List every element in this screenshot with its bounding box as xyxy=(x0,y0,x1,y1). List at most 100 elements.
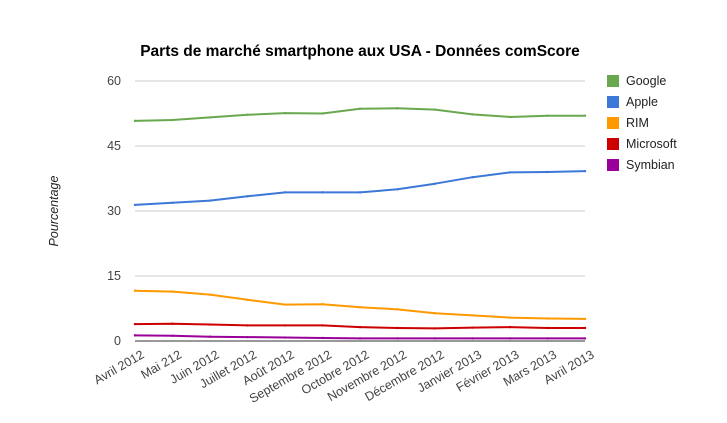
data-point xyxy=(208,199,212,202)
legend: Google Apple RIM Microsoft Symbian xyxy=(607,74,677,172)
data-point xyxy=(471,326,474,329)
data-point xyxy=(396,308,399,311)
data-point xyxy=(171,118,174,122)
gridlines xyxy=(135,80,585,277)
legend-swatch xyxy=(607,159,619,171)
legend-label: Google xyxy=(626,74,666,88)
data-point xyxy=(433,312,437,315)
data-point xyxy=(396,107,399,110)
data-point xyxy=(396,326,399,330)
data-point xyxy=(471,113,474,116)
data-point xyxy=(321,112,324,115)
data-point xyxy=(433,337,437,340)
data-point xyxy=(546,170,549,174)
data-point xyxy=(358,306,362,309)
legend-item-rim: RIM xyxy=(607,116,649,130)
data-point xyxy=(433,327,437,330)
data-point xyxy=(321,324,324,327)
series-apple xyxy=(133,169,587,207)
legend-label: Symbian xyxy=(626,158,675,172)
data-point xyxy=(546,337,549,340)
data-point xyxy=(171,201,174,204)
data-point xyxy=(321,302,324,306)
chart-title: Parts de marché smartphone aux USA - Don… xyxy=(140,43,580,60)
legend-swatch xyxy=(607,96,619,108)
data-point xyxy=(358,107,362,110)
data-point xyxy=(508,337,512,340)
series-line-apple xyxy=(134,170,586,206)
legend-swatch xyxy=(607,75,619,87)
data-point xyxy=(546,114,549,117)
data-point xyxy=(471,176,474,179)
data-point xyxy=(246,298,249,302)
data-point xyxy=(208,335,212,338)
data-point xyxy=(508,115,512,119)
data-point xyxy=(471,337,474,340)
y-tick-label: 30 xyxy=(107,204,121,218)
legend-item-google: Google xyxy=(607,74,666,88)
series-microsoft xyxy=(133,322,587,330)
data-point xyxy=(208,323,212,326)
legend-swatch xyxy=(607,117,619,129)
data-point xyxy=(583,169,587,173)
data-point xyxy=(546,317,549,320)
data-point xyxy=(583,326,587,330)
series-line-google xyxy=(134,107,586,122)
legend-item-apple: Apple xyxy=(607,95,658,109)
data-point xyxy=(133,119,137,123)
data-point xyxy=(283,324,287,327)
data-point xyxy=(546,326,549,330)
data-point xyxy=(396,188,399,191)
data-point xyxy=(246,324,249,327)
data-point xyxy=(471,314,474,317)
legend-label: RIM xyxy=(626,116,649,130)
series-line-rim xyxy=(134,289,586,320)
data-point xyxy=(171,322,174,325)
data-point xyxy=(358,191,362,194)
series-lines xyxy=(133,107,587,340)
data-point xyxy=(246,335,249,339)
data-point xyxy=(133,322,137,326)
data-point xyxy=(283,303,287,306)
data-point xyxy=(583,114,587,117)
data-point xyxy=(508,171,512,174)
legend-label: Microsoft xyxy=(626,137,677,151)
data-point xyxy=(358,325,362,329)
data-point xyxy=(246,195,249,198)
y-tick-label: 60 xyxy=(107,74,121,88)
y-tick-label: 15 xyxy=(107,269,121,283)
series-google xyxy=(133,107,587,123)
data-point xyxy=(208,293,212,296)
data-point xyxy=(583,337,587,340)
data-point xyxy=(133,289,137,292)
data-point xyxy=(321,191,324,194)
data-point xyxy=(283,191,287,194)
y-tick-label: 0 xyxy=(114,334,121,348)
data-point xyxy=(583,317,587,321)
x-tick-label: Avril 2012 xyxy=(92,347,147,387)
legend-item-microsoft: Microsoft xyxy=(607,137,677,151)
y-tick-label: 45 xyxy=(107,139,121,153)
data-point xyxy=(508,316,512,319)
data-point xyxy=(283,111,287,115)
data-point xyxy=(246,113,249,117)
legend-item-symbian: Symbian xyxy=(607,158,675,172)
y-axis-label: Pourcentage xyxy=(47,176,61,247)
data-point xyxy=(433,108,437,111)
data-point xyxy=(283,336,287,339)
data-point xyxy=(171,334,174,337)
data-point xyxy=(208,116,212,119)
data-point xyxy=(321,336,324,340)
legend-label: Apple xyxy=(626,95,658,109)
data-point xyxy=(508,325,512,329)
data-point xyxy=(171,290,174,293)
series-symbian xyxy=(133,334,587,340)
data-point xyxy=(396,337,399,340)
data-point xyxy=(433,182,437,185)
data-point xyxy=(133,203,137,207)
data-point xyxy=(358,337,362,340)
legend-swatch xyxy=(607,138,619,150)
